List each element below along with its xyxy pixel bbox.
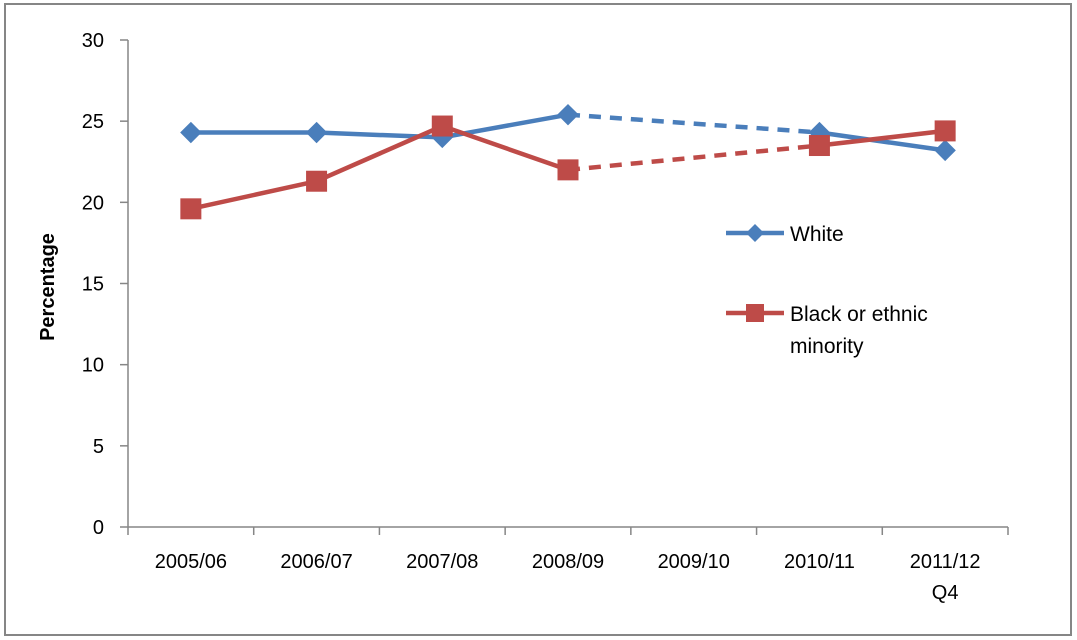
legend-item: Black or ethnic minority xyxy=(726,303,928,358)
series-line xyxy=(817,130,948,153)
legend-label: Black or ethnic minority xyxy=(790,303,928,358)
series-line xyxy=(314,123,445,184)
data-point xyxy=(934,120,956,142)
x-tick-label: 2007/08 xyxy=(406,551,478,573)
y-tick-label: 15 xyxy=(82,274,104,296)
data-point xyxy=(306,170,328,192)
y-tick-label: 30 xyxy=(82,30,104,52)
data-point xyxy=(431,115,453,137)
legend: White Black or ethnic minority xyxy=(726,223,928,358)
series-line xyxy=(188,178,319,212)
series-layer xyxy=(180,103,956,220)
y-tick-label: 5 xyxy=(93,436,104,458)
series-1 xyxy=(180,115,956,220)
y-tick-label: 10 xyxy=(82,355,104,377)
line-chart: 0 5 10 15 20 25 30 2005/06 2006/07 2007/08 2008/0… xyxy=(37,30,1009,604)
y-tick-label: 25 xyxy=(82,111,104,133)
legend-marker xyxy=(746,304,764,322)
data-point xyxy=(180,198,202,220)
legend-marker xyxy=(746,224,764,242)
data-point xyxy=(180,121,202,144)
legend-label: White xyxy=(790,223,844,246)
data-point xyxy=(305,121,328,144)
series-0 xyxy=(180,103,956,162)
chart-frame: 0 5 10 15 20 25 30 2005/06 2006/07 2007/08 2008/0… xyxy=(4,3,1072,636)
series-line xyxy=(817,128,948,148)
y-axis-title: Percentage xyxy=(37,233,59,341)
legend-item: White xyxy=(726,223,844,246)
x-axis: 2005/06 2006/07 2007/08 2008/09 2009/10 2010/… xyxy=(127,526,1009,604)
data-point xyxy=(934,139,956,162)
series-line-dashed xyxy=(567,143,820,173)
x-tick-label: 2010/11 xyxy=(784,551,855,573)
series-line-dashed xyxy=(567,112,820,135)
y-tick-label: 20 xyxy=(82,192,104,214)
data-point xyxy=(557,159,579,181)
data-point xyxy=(557,103,579,126)
y-axis: 0 5 10 15 20 25 30 xyxy=(82,30,129,539)
data-point xyxy=(808,135,830,157)
x-tick-label: 2005/06 xyxy=(155,551,227,573)
x-tick-label: 2006/07 xyxy=(280,551,352,573)
x-tick-label: 2008/09 xyxy=(532,551,604,573)
x-tick-label: 2011/12 Q4 xyxy=(910,551,981,604)
x-tick-label: 2009/10 xyxy=(658,551,730,573)
series-line xyxy=(440,123,571,173)
y-tick-label: 0 xyxy=(93,517,104,539)
